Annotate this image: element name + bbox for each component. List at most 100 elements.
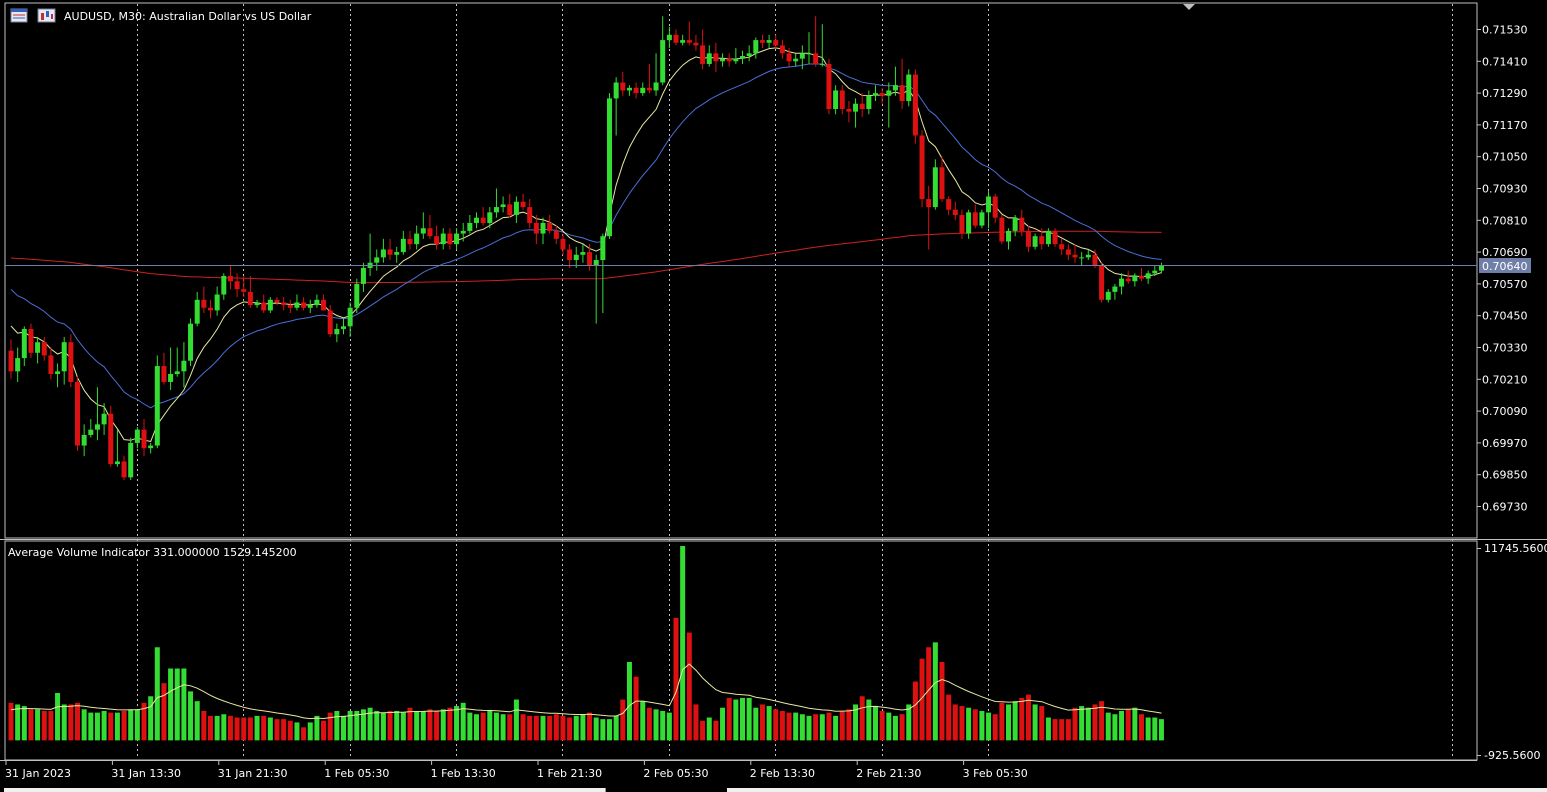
candle [94, 387, 100, 441]
candle [168, 347, 174, 390]
candle [986, 191, 992, 229]
candle [68, 334, 74, 388]
candle [41, 336, 47, 361]
volume-bar [247, 717, 253, 741]
volume-bar [1025, 694, 1031, 741]
volume-bar [474, 714, 479, 741]
candle [121, 456, 127, 480]
candle [779, 40, 785, 59]
volume-bar [480, 712, 486, 741]
indicator-label: Average Volume Indicator 331.000000 1529… [8, 546, 297, 559]
candle [234, 273, 240, 298]
volume-bar [1045, 717, 1051, 741]
volume-bar [101, 710, 107, 741]
volume-bar [281, 719, 287, 741]
volume-bar [873, 706, 878, 741]
candle [1032, 233, 1038, 250]
candle [241, 275, 247, 298]
volume-bar [520, 714, 526, 741]
volume-bar [321, 720, 327, 741]
volume-bar [168, 668, 174, 741]
candle [1045, 228, 1051, 247]
main-chart-frame[interactable] [4, 2, 1478, 539]
volume-bar [274, 719, 280, 741]
current-price-tag [1479, 258, 1531, 273]
candle [713, 42, 719, 72]
time-axis: 31 Jan 2023 31 Jan 13:30 31 Jan 21:30 1 Feb… [0, 760, 1477, 780]
candle [660, 16, 666, 86]
candle [686, 21, 692, 46]
price-tick-label: 0.70210 [1482, 373, 1528, 386]
candle [1119, 273, 1125, 295]
candle [314, 294, 320, 308]
volume-bar [946, 694, 952, 741]
volume-bar [660, 710, 666, 741]
volume-average-line [10, 663, 1162, 720]
candle [620, 71, 626, 96]
volume-bar [693, 704, 699, 741]
candle [1092, 249, 1098, 268]
volume-bar [154, 647, 160, 741]
candle [966, 209, 972, 239]
candle [886, 82, 892, 128]
current-price-label: 0.70640 [1482, 260, 1528, 273]
volume-bar [341, 715, 346, 741]
volume-bar [833, 715, 839, 741]
price-tick-label: 0.69850 [1482, 469, 1528, 482]
candle [600, 233, 606, 314]
chart-type-icon[interactable] [37, 8, 56, 23]
volume-bar [121, 710, 127, 741]
volume-bar [500, 714, 506, 741]
volume-bar [241, 717, 247, 741]
time-tick-label: 2 Feb 21:30 [856, 767, 921, 780]
shift-marker-icon[interactable] [1183, 4, 1195, 10]
candle [1139, 268, 1144, 282]
volume-bar [766, 706, 772, 741]
price-tick-label: 0.71530 [1482, 24, 1528, 37]
candle [128, 437, 134, 480]
candle [48, 347, 54, 380]
volume-bar [1006, 704, 1011, 741]
volume-bar [999, 702, 1005, 741]
price-tick-label: 0.71290 [1482, 87, 1528, 100]
candle [626, 85, 632, 96]
volume-bar [487, 710, 493, 741]
medium-ma-line [10, 63, 1162, 409]
window-icon[interactable] [10, 8, 28, 23]
volume-bar [35, 709, 41, 741]
candle [746, 45, 752, 62]
volume-bar [839, 710, 845, 741]
candle [706, 45, 712, 67]
candle [420, 212, 426, 239]
candle [181, 342, 187, 388]
price-tick-label: 0.71170 [1482, 119, 1528, 132]
volume-bar [786, 712, 792, 741]
candle [653, 53, 659, 96]
candle [1072, 244, 1078, 263]
volume-bar [553, 714, 559, 741]
volume-bar [680, 545, 686, 741]
price-axis: 0.71530 0.71410 0.71290 0.71170 0.71050 0.709… [1477, 24, 1528, 514]
candle [387, 238, 393, 261]
candle [247, 275, 253, 308]
candle [21, 326, 27, 367]
volume-bar [593, 717, 599, 741]
volume-bar [626, 661, 632, 741]
volume-bar [307, 722, 313, 741]
candle [28, 323, 34, 359]
volume-bar [81, 709, 87, 741]
candle [141, 419, 147, 457]
volume-bar [347, 710, 353, 741]
volume-bar [394, 710, 400, 741]
volume-bar [8, 702, 14, 741]
candle [474, 212, 479, 229]
chart-tab[interactable] [727, 788, 1547, 792]
candle [254, 299, 260, 308]
volume-bar [646, 707, 652, 741]
session-separators [137, 4, 1453, 759]
candle [567, 244, 573, 268]
candle [806, 32, 812, 64]
chart-tab[interactable] [4, 788, 606, 792]
candle [267, 297, 273, 314]
